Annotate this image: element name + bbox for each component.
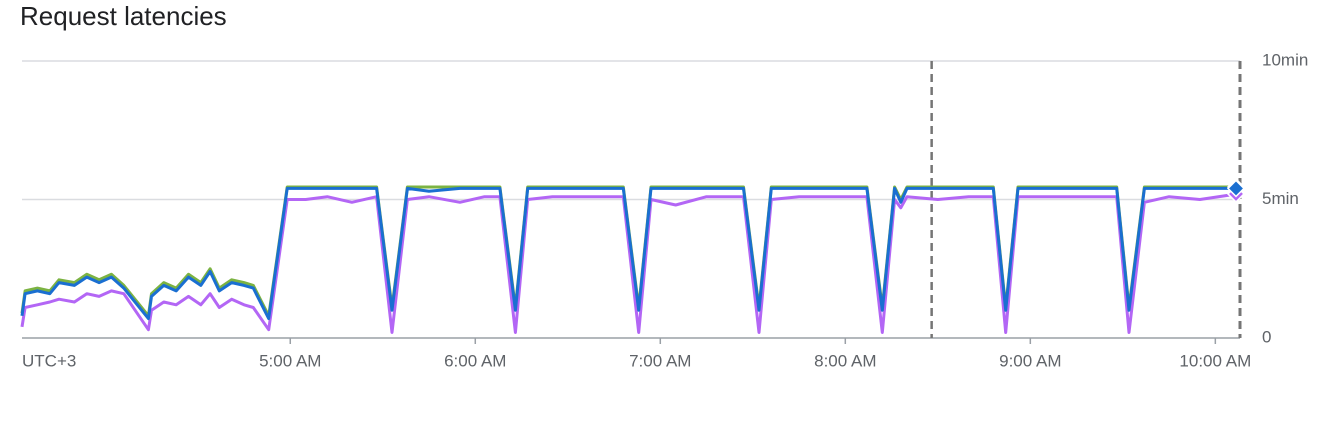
series-line xyxy=(20,192,1238,334)
x-tick-label: 6:00 AM xyxy=(444,351,506,370)
x-tick-label: 8:00 AM xyxy=(814,351,876,370)
y-tick-label: 0 xyxy=(1262,327,1271,346)
x-tick-label: 10:00 AM xyxy=(1179,351,1251,370)
series-line xyxy=(20,186,1237,321)
end-marker xyxy=(1226,179,1246,198)
timezone-label: UTC+3 xyxy=(22,351,76,370)
x-tick-label: 9:00 AM xyxy=(999,351,1061,370)
x-tick-label: 5:00 AM xyxy=(259,351,321,370)
x-tick-label: 7:00 AM xyxy=(629,351,691,370)
chart-title: Request latencies xyxy=(20,1,227,31)
y-tick-label: 10min xyxy=(1262,50,1308,69)
y-tick-label: 5min xyxy=(1262,189,1299,208)
